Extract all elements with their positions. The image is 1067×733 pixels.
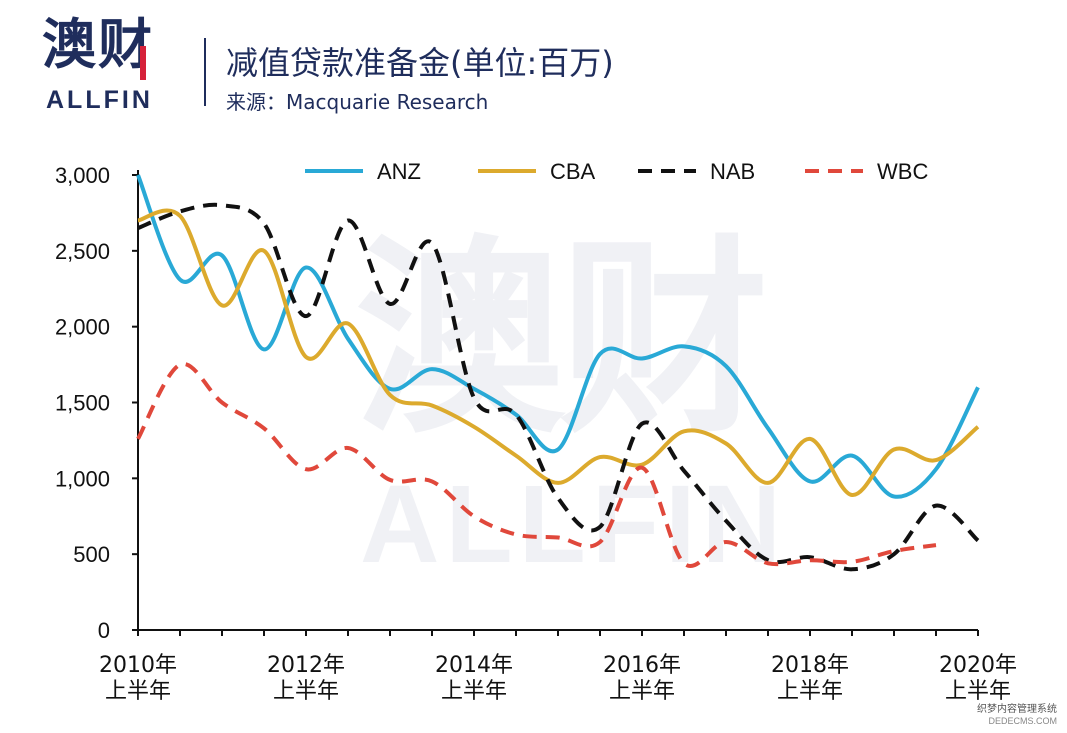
x-tick-label-year: 2012年 xyxy=(267,653,345,678)
chart-source: 来源：Macquarie Research xyxy=(226,90,489,114)
y-tick-label: 500 xyxy=(73,542,110,567)
series-line-nab xyxy=(137,202,980,572)
credit-line-1: 织梦内容管理系统 xyxy=(977,704,1057,716)
x-tick-label-half: 上半年 xyxy=(609,679,675,704)
logo-chinese: 澳财 xyxy=(42,13,154,76)
legend-label-wbc: WBC xyxy=(877,159,928,184)
x-tick-label-half: 上半年 xyxy=(777,679,843,704)
y-tick-label: 2,500 xyxy=(55,239,110,264)
legend-label-anz: ANZ xyxy=(377,159,421,184)
series-line-cba xyxy=(137,208,980,497)
site-credit: 织梦内容管理系统 DEDECMS.COM xyxy=(977,704,1057,727)
legend-label-nab: NAB xyxy=(710,159,755,184)
x-tick-label-year: 2016年 xyxy=(603,653,681,678)
chart-title: 减值贷款准备金(单位:百万) xyxy=(226,44,614,82)
y-tick-label: 1,000 xyxy=(55,466,110,491)
x-tick-label-half: 上半年 xyxy=(945,679,1011,704)
header-divider xyxy=(204,38,206,106)
y-tick-label: 3,000 xyxy=(55,163,110,188)
x-tick-label-half: 上半年 xyxy=(441,679,507,704)
x-tick-label-year: 2020年 xyxy=(939,653,1017,678)
x-tick-label-year: 2014年 xyxy=(435,653,513,678)
series-line-wbc xyxy=(136,361,937,568)
series-line-anz xyxy=(136,174,980,499)
logo-english: ALLFIN xyxy=(46,86,153,114)
x-tick-label-year: 2010年 xyxy=(99,653,177,678)
x-tick-label-year: 2018年 xyxy=(771,653,849,678)
y-tick-label: 0 xyxy=(98,618,110,643)
legend-label-cba: CBA xyxy=(550,159,596,184)
x-tick-label-half: 上半年 xyxy=(273,679,339,704)
x-tick-label-half: 上半年 xyxy=(105,679,171,704)
y-tick-label: 1,500 xyxy=(55,391,110,416)
y-tick-label: 2,000 xyxy=(55,315,110,340)
logo-accent-mark xyxy=(140,46,146,80)
credit-line-2: DEDECMS.COM xyxy=(988,716,1057,727)
